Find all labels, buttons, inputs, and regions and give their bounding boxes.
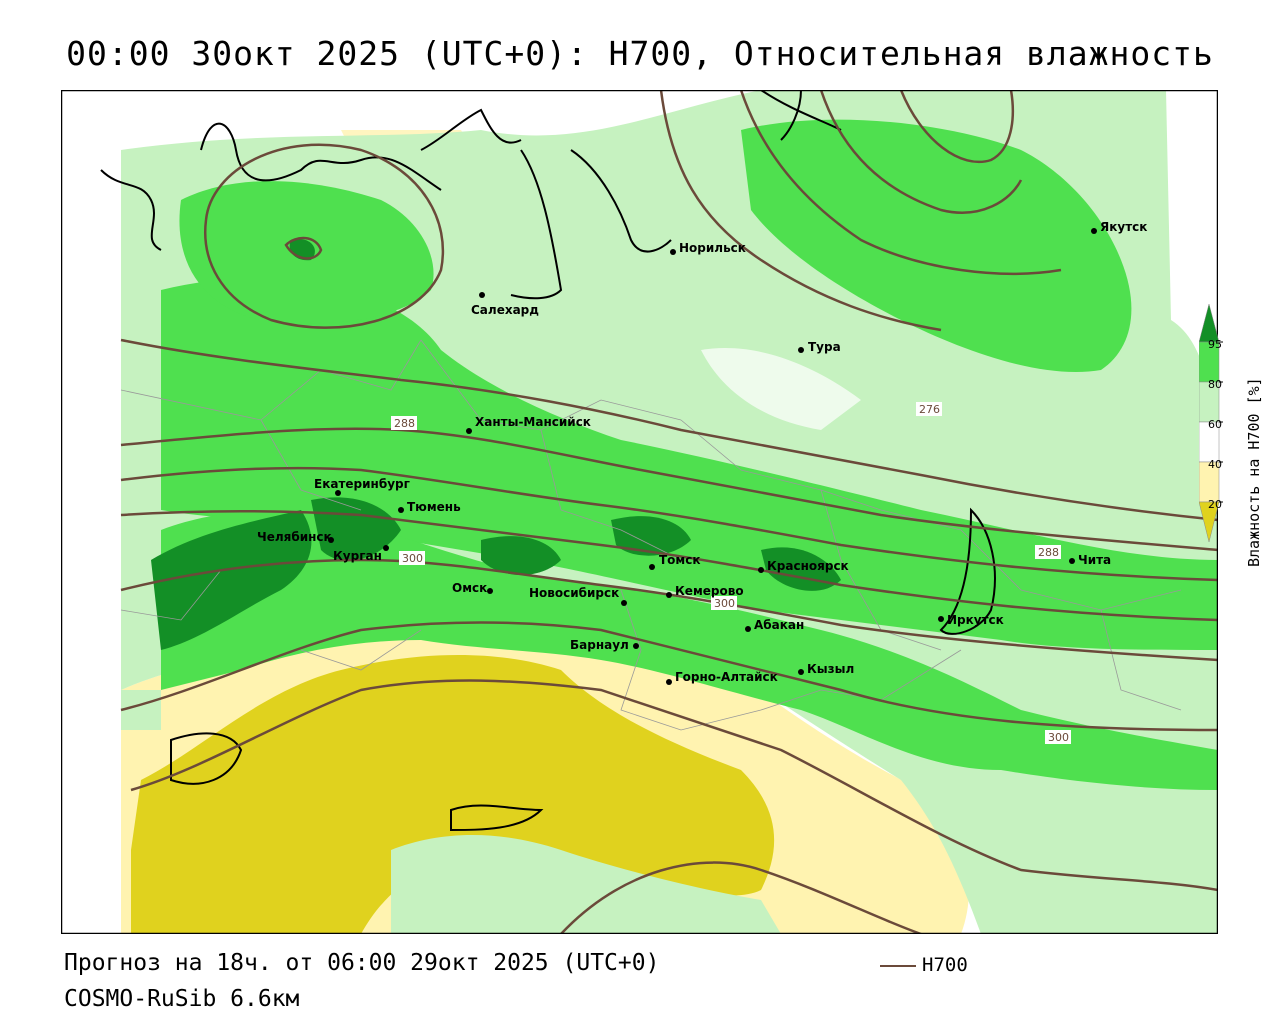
h700-contour-276 — [120, 338, 1218, 522]
coastlines — [100, 90, 996, 832]
h700-contour-north-c — [819, 90, 1023, 214]
humidity-green-zone — [161, 119, 1218, 790]
contour-legend: H700 — [880, 954, 968, 976]
city-kurgan: Курган — [333, 549, 382, 563]
city-chelyabinsk: Челябинск — [257, 530, 332, 544]
colorbar-title: Влажность на H700 [%] — [1245, 377, 1263, 567]
contour-label-288-west: 288 — [394, 417, 415, 430]
colorbar-arrow-top — [1199, 304, 1220, 343]
administrative-borders — [120, 339, 1182, 731]
contour-label-300-central: 300 — [714, 597, 735, 610]
h700-contour-306 — [120, 621, 1218, 732]
h700-contour-312 — [130, 679, 1218, 892]
colorbar-tick-60: 60 — [1208, 418, 1222, 431]
city-kemerovo: Кемерово — [675, 584, 744, 598]
h700-contour-300 — [120, 558, 1218, 662]
forecast-info: Прогноз на 18ч. от 06:00 29окт 2025 (UTC… — [64, 950, 660, 976]
h700-contour-north-a — [659, 90, 942, 332]
contour-legend-label: H700 — [922, 954, 968, 976]
city-abakan: Абакан — [754, 618, 804, 632]
humidity-dark-green-zone — [151, 239, 841, 650]
contour-legend-line — [880, 964, 916, 967]
contour-label-288-east: 288 — [1038, 546, 1059, 559]
colorbar-tick-95: 95 — [1208, 338, 1222, 351]
city-markers: Норильск Якутск Салехард Тура Ханты-Манс… — [257, 220, 1147, 685]
colorbar-tick-20: 20 — [1208, 498, 1222, 511]
city-irkutsk: Иркутск — [947, 613, 1004, 627]
contour-label-300-west: 300 — [402, 552, 423, 565]
h700-contour-south — [560, 861, 922, 934]
contour-label-300-east: 300 — [1048, 731, 1069, 744]
city-salekhard: Салехард — [471, 303, 539, 317]
h700-contours — [120, 90, 1218, 934]
colorbar-arrow-bottom — [1199, 501, 1220, 543]
h700-contour-north-d — [899, 90, 1015, 164]
city-tyumen: Тюмень — [407, 500, 461, 514]
city-ekaterinburg: Екатеринбург — [314, 477, 410, 491]
h700-contour-closed-west — [204, 143, 445, 329]
city-khanty-mansiysk: Ханты-Мансийск — [475, 415, 591, 429]
city-tura: Тура — [808, 340, 841, 354]
h700-contour-290 — [120, 466, 1218, 582]
map-frame — [61, 90, 1218, 934]
contour-label-276: 276 — [919, 403, 940, 416]
h700-contour-closed-small — [284, 236, 323, 260]
city-kyzyl: Кызыл — [807, 662, 854, 676]
model-name: COSMO-RuSib 6.6км — [64, 986, 300, 1012]
colorbar-tick-80: 80 — [1208, 378, 1222, 391]
contour-labels: 288 276 288 300 300 300 — [391, 402, 1071, 744]
weather-map[interactable]: 288 276 288 300 300 300 Норильск Якутск … — [61, 90, 1218, 934]
city-yakutsk: Якутск — [1100, 220, 1147, 234]
h700-contour-north-b — [739, 90, 1062, 275]
city-omsk: Омск — [452, 581, 487, 595]
humidity-colorbar: 95 80 60 40 20 — [1199, 304, 1223, 543]
city-chita: Чита — [1078, 553, 1111, 567]
h700-contour-288 — [120, 427, 1218, 552]
city-krasnoyarsk: Красноярск — [767, 559, 849, 573]
city-gorno-altaysk: Горно-Алтайск — [675, 670, 778, 684]
city-novosibirsk: Новосибирск — [529, 586, 619, 600]
h700-contour-294 — [120, 510, 1218, 622]
page-title: 00:00 30окт 2025 (UTC+0): H700, Относите… — [66, 34, 1214, 73]
city-barnaul: Барнаул — [570, 638, 629, 652]
city-tomsk: Томск — [659, 553, 701, 567]
city-norilsk: Норильск — [679, 241, 746, 255]
colorbar-tick-40: 40 — [1208, 458, 1222, 471]
